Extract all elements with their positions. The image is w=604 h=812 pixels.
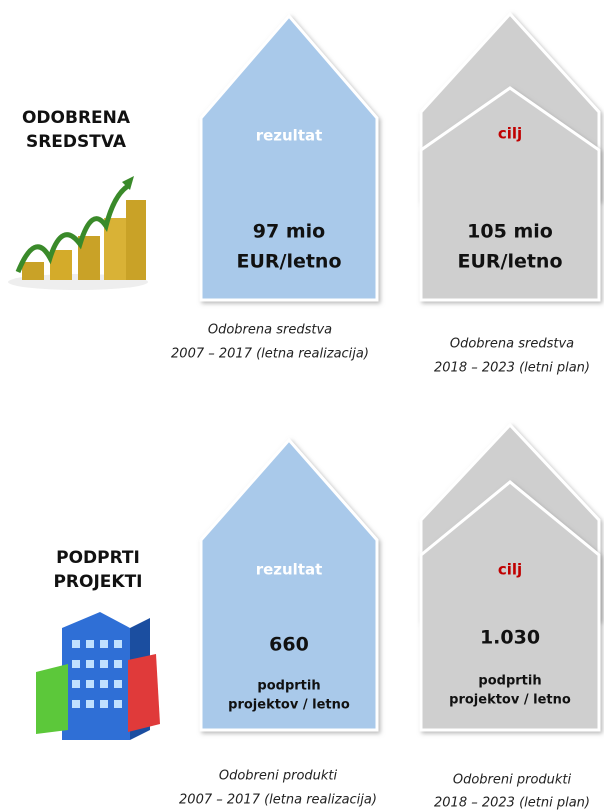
target-tag: cilj (498, 561, 522, 579)
target-caption: 2018 – 2023 (letni plan) (434, 361, 590, 376)
section-heading: PROJEKTI (53, 572, 142, 592)
result-tag: rezultat (256, 127, 323, 145)
result-caption: Odobrena sredstva (208, 323, 332, 338)
result-caption: 2007 – 2017 (letna realizacija) (171, 347, 369, 362)
result-unit: projektov / letno (228, 698, 350, 713)
target-caption: Odobreni produkti (453, 773, 572, 788)
target-unit: podprtih (478, 674, 541, 689)
target-tag: cilj (498, 125, 522, 143)
buildings-icon (36, 612, 160, 740)
coins-icon (8, 176, 148, 290)
section-heading: SREDSTVA (26, 132, 127, 152)
result-caption: Odobreni produkti (219, 769, 338, 784)
result-value: 97 mio (253, 221, 325, 243)
result-caption: 2007 – 2017 (letna realizacija) (179, 793, 377, 808)
result-tag: rezultat (256, 561, 323, 579)
target-caption: 2018 – 2023 (letni plan) (434, 796, 590, 811)
target-unit: projektov / letno (449, 693, 571, 708)
result-unit: EUR/letno (236, 251, 341, 273)
result-unit: podprtih (257, 679, 320, 694)
target-caption: Odobrena sredstva (450, 337, 574, 352)
section-heading: PODPRTI (56, 548, 140, 568)
section-heading: ODOBRENA (22, 108, 131, 128)
infographic: ODOBRENA SREDSTVA rezultat 97 mio EUR/le… (0, 0, 604, 812)
target-unit: EUR/letno (457, 251, 562, 273)
target-value: 105 mio (467, 221, 553, 243)
target-value: 1.030 (480, 627, 540, 649)
result-value: 660 (269, 634, 309, 656)
